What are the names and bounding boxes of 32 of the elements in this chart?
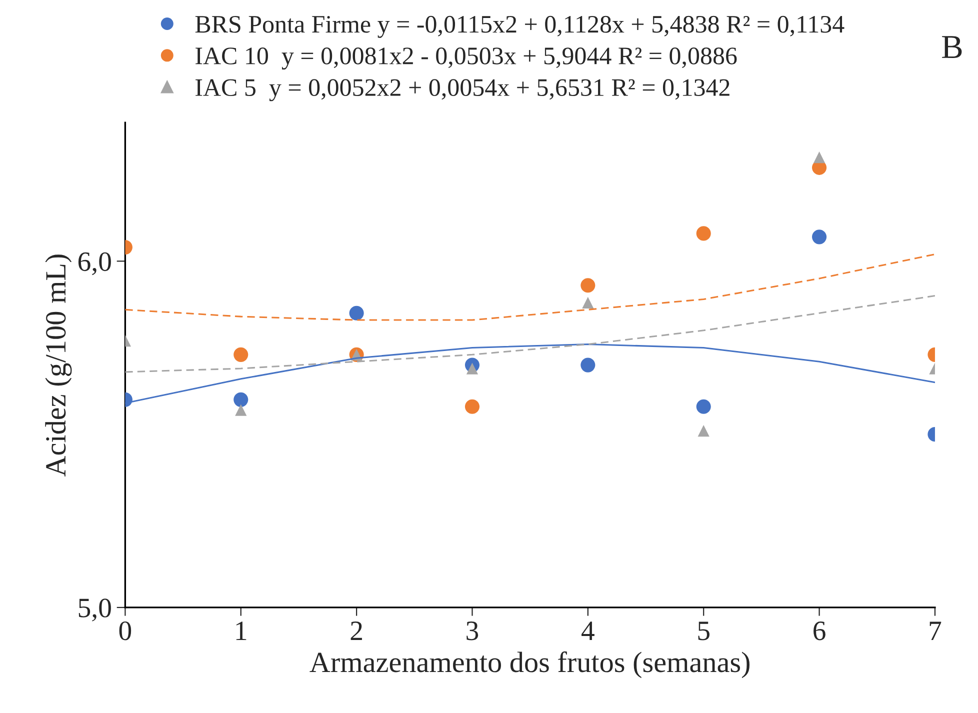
- point: [235, 404, 247, 416]
- x-tick-label: 3: [466, 622, 478, 640]
- legend-label: IAC 5 y = 0,0052x2 + 0,0054x + 5,6531 R² = 0,1342: [196, 79, 730, 102]
- legend-label: BRS Ponta Firme y = -0,0115x2 + 0,1128x + 5,4838 R² = 0,1134: [195, 16, 844, 38]
- point: [466, 362, 478, 374]
- point: [464, 399, 480, 414]
- point: [582, 296, 594, 309]
- point: [696, 399, 711, 414]
- text: B: [942, 36, 962, 58]
- point: [580, 278, 596, 293]
- point: [698, 425, 710, 437]
- line-series: [125, 295, 935, 373]
- point: [696, 226, 711, 241]
- x-tick-label: 0: [119, 621, 132, 640]
- x-tick-label: 1: [236, 622, 246, 640]
- point: [234, 347, 248, 362]
- point: [812, 230, 827, 244]
- y-tick-label: 5,0: [78, 598, 111, 622]
- x-axis-title: Armazenamento dos frutos (semanas): [310, 651, 750, 678]
- point: [234, 392, 248, 407]
- y-axis-title: Acidez (g/100 mL): [45, 254, 72, 477]
- x-tick-label: 5: [698, 622, 710, 640]
- x-tick-label: 4: [582, 622, 594, 640]
- x-tick-label: 2: [350, 622, 362, 640]
- legend-label: IAC 10 y = 0,0081x2 - 0,0503x + 5,9044 R² = 0,0886: [196, 48, 737, 70]
- x-tick-label: 6: [814, 622, 826, 640]
- line-series: [125, 253, 935, 321]
- point: [349, 306, 364, 320]
- x-tick-label: 7: [930, 622, 942, 640]
- point: [580, 358, 596, 372]
- y-tick-label: 6,0: [78, 252, 111, 276]
- point: [813, 151, 826, 164]
